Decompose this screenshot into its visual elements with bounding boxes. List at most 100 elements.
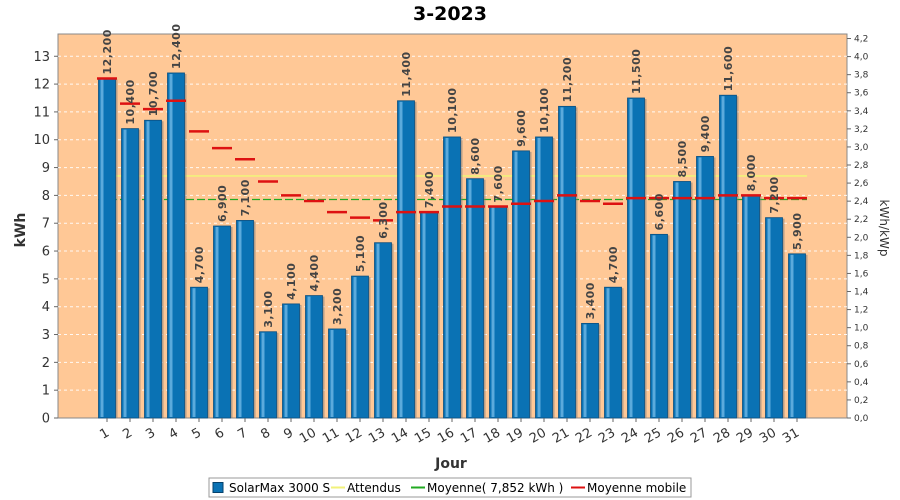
value-label-day-19: 9,600 [515,110,528,147]
y2-tick-label-7: 1,4 [854,288,869,298]
bar-group-day-3 [144,119,164,419]
y2-tick-label-14: 2,8 [854,161,869,171]
value-label-day-29: 8,000 [745,154,758,191]
bar-highlight [629,99,633,417]
x-tick-label-25: 25 [642,425,664,446]
value-label-day-10: 4,400 [308,254,321,291]
y2-tick-label-16: 3,2 [854,125,868,135]
value-label-day-6: 6,900 [216,185,229,222]
bar-highlight [307,296,311,417]
y-tick-label-2: 2 [42,356,50,371]
y-tick-label-12: 12 [33,78,50,93]
bar-group-day-11 [328,328,348,419]
legend: SolarMax 3000 S Attendus Moyenne( 7,852 kW… [208,477,692,498]
bar-group-day-14 [397,100,417,419]
bar-highlight [698,157,702,417]
bar-group-day-27 [696,156,716,419]
bar-highlight [192,288,196,417]
x-axis-title: Jour [434,456,467,472]
x-tick-label-21: 21 [550,425,572,446]
value-label-day-3: 10,700 [147,71,160,116]
legend-label-3: Moyenne mobile [587,481,686,495]
bar-group-day-8 [259,331,279,419]
bar-highlight [652,235,656,417]
bar-group-day-4 [167,72,187,419]
value-label-day-24: 11,500 [630,49,643,94]
bar-highlight [330,329,334,417]
x-tick-label-7: 7 [235,425,250,442]
x-tick-label-31: 31 [780,425,802,446]
y2-tick-label-6: 1,2 [854,306,868,316]
value-label-day-18: 7,600 [492,165,505,202]
bar-group-day-12 [351,275,371,419]
y-tick-label-8: 8 [42,189,50,204]
y2-tick-label-20: 4,0 [854,53,869,63]
value-label-day-22: 3,400 [584,282,597,319]
y2-tick-label-4: 0,8 [854,342,869,352]
y-axis-title: kWh [13,213,29,248]
legend-label-2: Moyenne( 7,852 kWh ) [427,481,563,495]
y2-tick-label-19: 3,8 [854,71,869,81]
bar-group-day-22 [581,322,601,419]
bar-group-day-17 [466,178,486,419]
bar-group-day-16 [443,136,463,419]
value-label-day-9: 4,100 [285,263,298,300]
legend-swatch-0 [212,482,224,493]
bar-highlight [353,277,357,417]
x-tick-label-13: 13 [366,425,388,446]
bar-highlight [100,79,104,418]
value-label-day-2: 10,400 [124,79,137,124]
legend-label-0: SolarMax 3000 S [229,481,330,495]
y2-tick-label-21: 4,2 [854,35,868,45]
value-labels: 12,200 10,400 10,700 12,400 4,700 6,900 7,100 3… [101,24,804,328]
bar-highlight [675,182,679,417]
x-tick-label-27: 27 [688,425,710,446]
x-tick-label-29: 29 [734,425,756,446]
bar-highlight [399,101,403,418]
x-tick-label-1: 1 [97,425,112,442]
bar-group-day-7 [236,220,256,419]
bar-highlight [583,324,587,417]
y-tick-label-4: 4 [42,300,50,315]
bar-group-day-1 [98,78,118,419]
value-label-day-25: 6,600 [653,193,666,230]
value-label-day-20: 10,100 [538,88,551,133]
bar-group-day-13 [374,242,394,419]
bar-highlight [514,151,518,417]
value-label-day-15: 7,400 [423,171,436,208]
value-label-day-30: 7,200 [768,176,781,213]
y2-tick-label-10: 2,0 [854,233,869,243]
bar-highlight [767,218,771,417]
y-tick-label-3: 3 [42,328,50,343]
bar-group-day-6 [213,225,233,419]
y-tick-label-11: 11 [33,105,50,120]
bar-highlight [560,107,564,417]
y-tick-label-7: 7 [42,217,50,232]
value-label-day-27: 9,400 [699,115,712,152]
legend-box [208,477,692,498]
value-label-day-1: 12,200 [101,29,114,74]
y-tick-label-13: 13 [33,50,50,65]
value-label-day-26: 8,500 [676,140,689,177]
value-label-day-23: 4,700 [607,246,620,283]
x-tick-label-15: 15 [412,425,434,446]
y2-tick-label-11: 2,2 [854,215,868,225]
x-tick-label-16: 16 [435,425,457,446]
x-tick-label-9: 9 [281,425,296,442]
x-tick-label-20: 20 [527,425,549,446]
bar-highlight [537,137,541,417]
y-tick-label-9: 9 [42,161,50,176]
x-tick-label-4: 4 [166,425,181,442]
bar-group-day-20 [535,136,555,419]
x-tick-label-3: 3 [143,425,158,442]
bar-group-day-5 [190,286,210,419]
bar-group-day-2 [121,128,141,419]
bar-group-day-23 [604,286,624,419]
bar-group-day-30 [765,217,785,419]
bar-group-day-18 [489,206,509,419]
y2-tick-label-0: 0,0 [854,414,869,424]
value-label-day-31: 5,900 [791,213,804,250]
y-tick-label-5: 5 [42,272,50,287]
value-label-day-11: 3,200 [331,288,344,325]
value-label-day-5: 4,700 [193,246,206,283]
